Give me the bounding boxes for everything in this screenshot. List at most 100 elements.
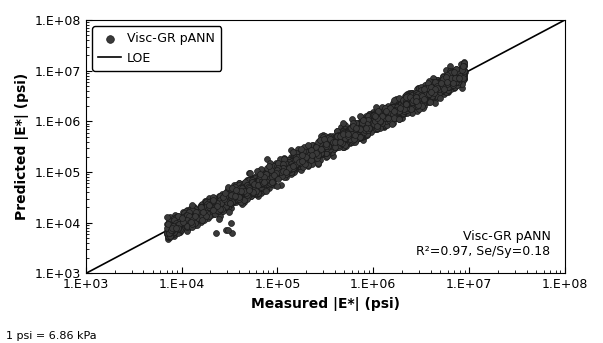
Visc-GR pANN: [259, 177, 268, 182]
Visc-GR pANN: [218, 198, 228, 203]
Visc-GR pANN: [244, 184, 254, 190]
Visc-GR pANN: [427, 93, 437, 98]
Visc-GR pANN: [346, 128, 355, 134]
Visc-GR pANN: [391, 113, 401, 118]
Visc-GR pANN: [377, 120, 387, 126]
Visc-GR pANN: [222, 198, 232, 203]
Visc-GR pANN: [321, 143, 330, 149]
Visc-GR pANN: [267, 168, 277, 174]
Visc-GR pANN: [196, 206, 206, 211]
Visc-GR pANN: [195, 213, 204, 218]
Visc-GR pANN: [284, 165, 294, 170]
Visc-GR pANN: [225, 194, 235, 200]
Visc-GR pANN: [258, 175, 268, 181]
Visc-GR pANN: [198, 208, 208, 214]
Visc-GR pANN: [241, 190, 250, 195]
Visc-GR pANN: [165, 229, 174, 235]
Visc-GR pANN: [418, 91, 428, 97]
Visc-GR pANN: [390, 110, 399, 116]
Visc-GR pANN: [169, 224, 179, 229]
Visc-GR pANN: [315, 142, 325, 148]
Visc-GR pANN: [412, 104, 421, 109]
Visc-GR pANN: [390, 113, 399, 118]
Visc-GR pANN: [289, 166, 299, 172]
Visc-GR pANN: [421, 91, 431, 96]
Visc-GR pANN: [348, 137, 358, 143]
Visc-GR pANN: [389, 111, 399, 116]
Visc-GR pANN: [349, 126, 359, 131]
Visc-GR pANN: [248, 184, 257, 189]
Visc-GR pANN: [212, 198, 221, 203]
Visc-GR pANN: [182, 223, 192, 228]
Visc-GR pANN: [317, 149, 326, 154]
Visc-GR pANN: [459, 73, 469, 78]
Visc-GR pANN: [380, 114, 390, 119]
Visc-GR pANN: [245, 185, 255, 191]
Visc-GR pANN: [234, 180, 244, 186]
Visc-GR pANN: [370, 113, 379, 118]
Visc-GR pANN: [247, 176, 256, 181]
Visc-GR pANN: [407, 105, 417, 110]
Visc-GR pANN: [399, 110, 408, 115]
Visc-GR pANN: [406, 97, 415, 103]
Visc-GR pANN: [420, 94, 430, 99]
Visc-GR pANN: [405, 97, 415, 103]
Visc-GR pANN: [271, 170, 281, 175]
Visc-GR pANN: [291, 161, 301, 167]
Visc-GR pANN: [169, 234, 178, 239]
Visc-GR pANN: [456, 72, 466, 78]
Visc-GR pANN: [317, 143, 326, 148]
Visc-GR pANN: [182, 216, 192, 221]
Visc-GR pANN: [365, 123, 375, 128]
Visc-GR pANN: [239, 192, 248, 197]
Visc-GR pANN: [352, 125, 361, 130]
Visc-GR pANN: [258, 180, 268, 186]
Visc-GR pANN: [440, 79, 449, 84]
Visc-GR pANN: [414, 93, 423, 98]
Visc-GR pANN: [369, 125, 379, 130]
Visc-GR pANN: [182, 212, 191, 217]
Visc-GR pANN: [376, 113, 386, 118]
Visc-GR pANN: [303, 157, 313, 163]
Visc-GR pANN: [201, 211, 210, 216]
Visc-GR pANN: [280, 163, 289, 168]
Visc-GR pANN: [402, 102, 412, 107]
Visc-GR pANN: [257, 175, 267, 180]
Visc-GR pANN: [194, 211, 203, 216]
Visc-GR pANN: [362, 122, 371, 127]
Visc-GR pANN: [286, 159, 295, 165]
Visc-GR pANN: [356, 114, 366, 120]
Visc-GR pANN: [408, 94, 418, 99]
Visc-GR pANN: [406, 101, 415, 106]
Visc-GR pANN: [176, 221, 186, 226]
Visc-GR pANN: [445, 79, 455, 85]
Visc-GR pANN: [296, 150, 306, 155]
Visc-GR pANN: [410, 97, 420, 103]
Visc-GR pANN: [328, 138, 338, 144]
Visc-GR pANN: [444, 82, 454, 88]
Visc-GR pANN: [391, 99, 400, 105]
Visc-GR pANN: [265, 174, 275, 180]
Visc-GR pANN: [429, 76, 438, 82]
Visc-GR pANN: [445, 76, 455, 82]
Visc-GR pANN: [374, 115, 384, 121]
Visc-GR pANN: [406, 90, 416, 95]
Visc-GR pANN: [186, 220, 196, 225]
Visc-GR pANN: [444, 82, 453, 87]
Visc-GR pANN: [282, 162, 292, 167]
Visc-GR pANN: [456, 76, 466, 82]
Visc-GR pANN: [239, 193, 248, 199]
Visc-GR pANN: [338, 138, 347, 143]
Visc-GR pANN: [320, 140, 330, 145]
Visc-GR pANN: [279, 174, 289, 179]
Visc-GR pANN: [278, 165, 288, 170]
Visc-GR pANN: [389, 108, 399, 114]
Visc-GR pANN: [406, 97, 415, 102]
Visc-GR pANN: [323, 135, 333, 141]
Visc-GR pANN: [265, 167, 275, 173]
Visc-GR pANN: [315, 148, 324, 153]
Visc-GR pANN: [324, 139, 333, 144]
Visc-GR pANN: [397, 108, 406, 113]
Visc-GR pANN: [206, 205, 215, 211]
Visc-GR pANN: [388, 108, 398, 113]
